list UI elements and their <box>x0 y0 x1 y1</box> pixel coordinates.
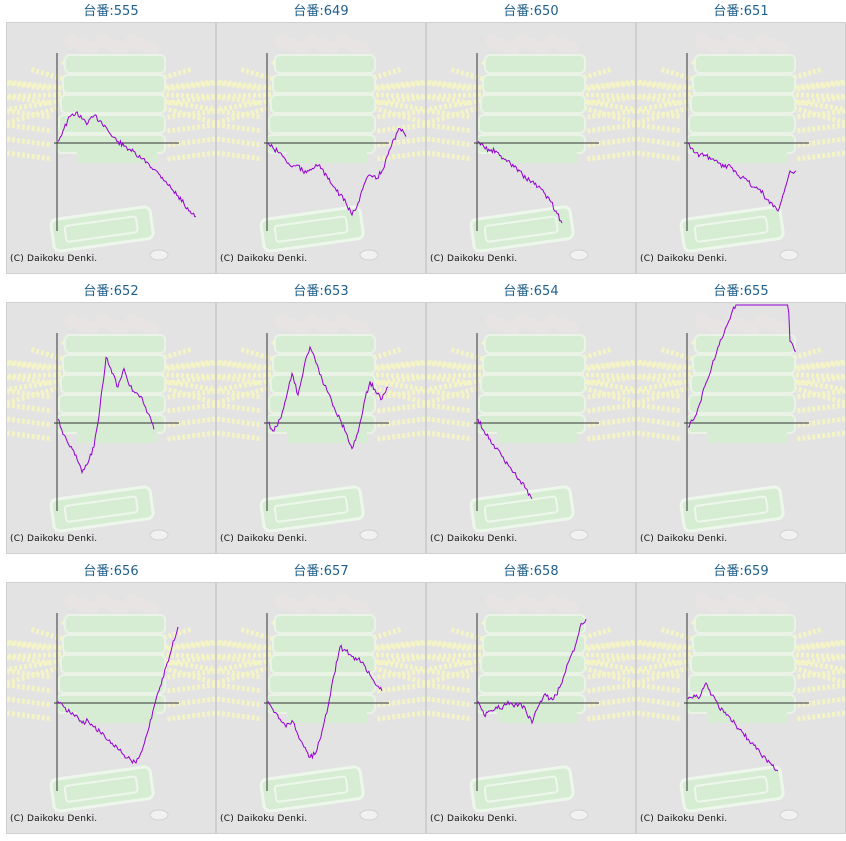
chart-panel: (C) Daikoku Denki. <box>426 22 636 274</box>
background-artwork <box>637 594 845 821</box>
chart-panel: (C) Daikoku Denki. <box>426 302 636 554</box>
copyright-text: (C) Daikoku Denki. <box>430 814 518 824</box>
machine-number-title[interactable]: 台番:653 <box>293 284 349 299</box>
chart-panel: (C) Daikoku Denki. <box>6 302 216 554</box>
machine-number-title[interactable]: 台番:657 <box>293 564 349 579</box>
slump-graph <box>264 613 389 791</box>
machine-number-title[interactable]: 台番:656 <box>83 564 139 579</box>
slump-series-line <box>687 304 797 428</box>
background-artwork <box>427 34 635 261</box>
chart-panel: (C) Daikoku Denki. <box>636 22 846 274</box>
slump-series-line <box>57 626 179 765</box>
copyright-text: (C) Daikoku Denki. <box>640 814 728 824</box>
machine-chart-cell: 台番:650 (C) Daikoku Denki. <box>426 0 636 280</box>
machine-chart-cell: 台番:649 (C) Daikoku Denki. <box>216 0 426 280</box>
copyright-text: (C) Daikoku Denki. <box>430 534 518 544</box>
slump-series-line <box>57 111 197 218</box>
copyright-text: (C) Daikoku Denki. <box>640 534 728 544</box>
machine-number-title[interactable]: 台番:654 <box>503 284 559 299</box>
background-artwork <box>217 594 425 821</box>
machine-chart-cell: 台番:656 (C) Daikoku Denki. <box>6 560 216 840</box>
chart-panel: (C) Daikoku Denki. <box>6 22 216 274</box>
machine-chart-cell: 台番:652 (C) Daikoku Denki. <box>6 280 216 560</box>
machine-chart-cell: 台番:555 (C) Daikoku Denki. <box>6 0 216 280</box>
machine-number-title[interactable]: 台番:652 <box>83 284 139 299</box>
slump-graph <box>54 333 179 511</box>
machine-chart-cell: 台番:654 (C) Daikoku Denki. <box>426 280 636 560</box>
chart-panel: (C) Daikoku Denki. <box>216 22 426 274</box>
machine-chart-cell: 台番:651 (C) Daikoku Denki. <box>636 0 846 280</box>
slump-graph <box>474 333 599 511</box>
slump-series-line <box>477 418 533 500</box>
copyright-text: (C) Daikoku Denki. <box>10 814 98 824</box>
chart-panel: (C) Daikoku Denki. <box>636 582 846 834</box>
machine-number-title[interactable]: 台番:555 <box>83 4 139 19</box>
slump-graph <box>684 53 809 231</box>
slump-graph <box>54 613 179 791</box>
background-artwork <box>7 594 215 821</box>
machine-chart-cell: 台番:659 (C) Daikoku Denki. <box>636 560 846 840</box>
chart-panel: (C) Daikoku Denki. <box>636 302 846 554</box>
copyright-text: (C) Daikoku Denki. <box>220 534 308 544</box>
slump-series-line <box>477 618 587 725</box>
slump-graph <box>54 53 197 231</box>
slump-series-line <box>477 141 563 224</box>
background-artwork <box>217 34 425 261</box>
slump-graph <box>474 53 599 231</box>
machine-number-title[interactable]: 台番:650 <box>503 4 559 19</box>
slump-series-line <box>267 345 389 450</box>
copyright-text: (C) Daikoku Denki. <box>640 254 728 264</box>
machine-number-title[interactable]: 台番:649 <box>293 4 349 19</box>
slump-graph <box>264 333 389 511</box>
chart-panel: (C) Daikoku Denki. <box>6 582 216 834</box>
slump-series-line <box>267 128 407 217</box>
copyright-text: (C) Daikoku Denki. <box>430 254 518 264</box>
slump-graph <box>264 53 407 231</box>
slump-series-line <box>57 356 155 475</box>
copyright-text: (C) Daikoku Denki. <box>220 254 308 264</box>
background-artwork <box>637 314 845 541</box>
machine-chart-cell: 台番:657 (C) Daikoku Denki. <box>216 560 426 840</box>
chart-panel: (C) Daikoku Denki. <box>216 582 426 834</box>
copyright-text: (C) Daikoku Denki. <box>10 254 98 264</box>
chart-panel: (C) Daikoku Denki. <box>216 302 426 554</box>
background-artwork <box>427 314 635 541</box>
machine-chart-cell: 台番:658 (C) Daikoku Denki. <box>426 560 636 840</box>
machine-number-title[interactable]: 台番:658 <box>503 564 559 579</box>
slump-graph <box>684 613 809 791</box>
slump-graph <box>684 304 809 511</box>
slump-series-line <box>687 682 779 772</box>
machine-chart-cell: 台番:653 (C) Daikoku Denki. <box>216 280 426 560</box>
machine-number-title[interactable]: 台番:655 <box>713 284 769 299</box>
slump-series-line <box>267 644 383 760</box>
machine-number-title[interactable]: 台番:659 <box>713 564 769 579</box>
slump-series-line <box>687 142 797 212</box>
copyright-text: (C) Daikoku Denki. <box>220 814 308 824</box>
machine-number-title[interactable]: 台番:651 <box>713 4 769 19</box>
chart-panel: (C) Daikoku Denki. <box>426 582 636 834</box>
machine-chart-cell: 台番:655 (C) Daikoku Denki. <box>636 280 846 560</box>
copyright-text: (C) Daikoku Denki. <box>10 534 98 544</box>
background-artwork <box>7 314 215 541</box>
slump-graph <box>474 613 599 791</box>
background-artwork <box>427 594 635 821</box>
background-artwork <box>637 34 845 261</box>
background-artwork <box>7 34 215 261</box>
